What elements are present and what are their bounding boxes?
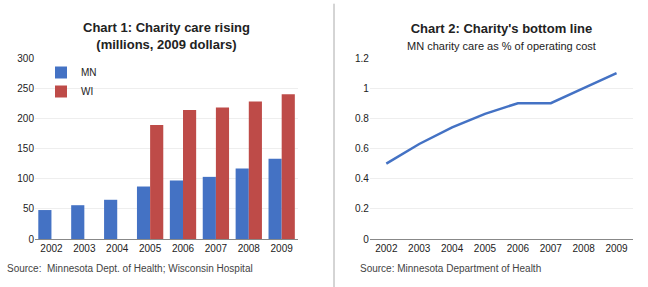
svg-text:1.2: 1.2 [355,53,369,64]
svg-text:Chart 1: Charity care rising(m: Chart 1: Charity care rising(millions, 2… [83,20,250,52]
svg-text:2009: 2009 [605,243,628,254]
svg-text:100: 100 [17,173,34,184]
svg-text:200: 200 [17,113,34,124]
svg-text:0.8: 0.8 [355,113,369,124]
svg-text:2003: 2003 [73,243,96,254]
svg-text:300: 300 [17,53,34,64]
svg-text:2004: 2004 [106,243,129,254]
svg-text:Source: Minnesota Dept. of He: Source: Minnesota Dept. of Health; Wisco… [7,263,253,274]
svg-text:250: 250 [17,83,34,94]
svg-text:1: 1 [363,83,369,94]
svg-text:2006: 2006 [507,243,530,254]
svg-text:2005: 2005 [474,243,497,254]
svg-text:MN: MN [81,67,97,78]
svg-text:2004: 2004 [441,243,464,254]
svg-text:2007: 2007 [540,243,563,254]
svg-text:2002: 2002 [40,243,63,254]
svg-text:2009: 2009 [271,243,294,254]
svg-text:2007: 2007 [205,243,228,254]
svg-text:0: 0 [28,234,34,245]
svg-text:150: 150 [17,143,34,154]
svg-text:2005: 2005 [139,243,162,254]
svg-text:0.2: 0.2 [355,203,369,214]
svg-text:2003: 2003 [408,243,431,254]
svg-text:0.4: 0.4 [355,173,369,184]
svg-text:2006: 2006 [172,243,195,254]
svg-text:2002: 2002 [375,243,398,254]
svg-text:2008: 2008 [573,243,596,254]
svg-text:2008: 2008 [238,243,261,254]
svg-text:50: 50 [23,203,35,214]
svg-text:0.6: 0.6 [355,143,369,154]
svg-text:Chart 2: Charity's bottom line: Chart 2: Charity's bottom lineMN charity… [407,21,596,52]
svg-text:Source: Minnesota Department o: Source: Minnesota Department of Health [360,263,541,274]
svg-text:WI: WI [81,86,93,97]
svg-text:0: 0 [363,234,369,245]
